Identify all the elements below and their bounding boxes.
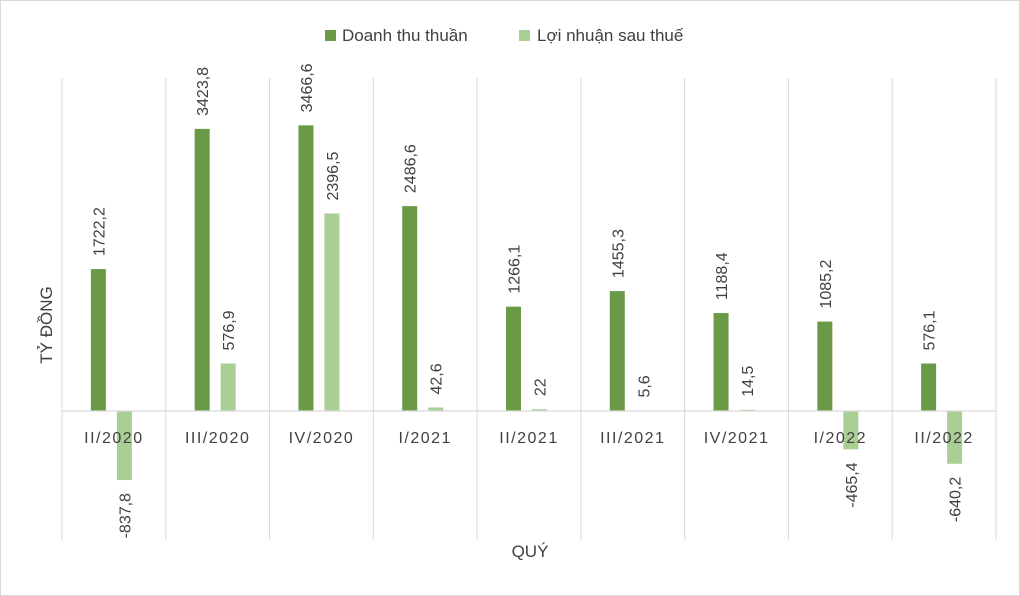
- data-label-profit: -465,4: [844, 462, 861, 507]
- bar-revenue: [298, 125, 314, 411]
- data-label-revenue: 1266,1: [507, 245, 524, 294]
- bar-revenue: [609, 291, 625, 411]
- data-label-revenue: 576,1: [922, 310, 939, 350]
- bar-profit: [532, 409, 547, 411]
- data-label-revenue: 3466,6: [299, 63, 316, 112]
- legend-swatch-profit: [519, 30, 530, 41]
- category-tick-label: II/2021: [499, 430, 558, 447]
- category-gridlines: [61, 78, 997, 540]
- category-tick-label: I/2021: [398, 430, 451, 447]
- data-label-revenue: 1722,2: [91, 207, 108, 256]
- bar-revenue: [194, 128, 210, 411]
- category-tick-label: I/2022: [814, 430, 867, 447]
- data-label-profit: 2396,5: [325, 151, 342, 200]
- data-label-revenue: 1188,4: [714, 252, 731, 300]
- data-label-revenue: 1455,3: [610, 229, 627, 278]
- bar-profit: [947, 411, 963, 464]
- bar-profit: [324, 213, 340, 411]
- bar-revenue: [402, 206, 418, 411]
- bar-revenue: [713, 313, 729, 411]
- x-axis-title: QUÝ: [512, 542, 549, 561]
- y-axis-title: TỶ ĐỒNG: [37, 286, 56, 363]
- data-label-profit: 5,6: [636, 375, 653, 397]
- bar-revenue: [921, 363, 937, 411]
- legend-label-profit: Lợi nhuận sau thuế: [537, 26, 684, 45]
- bar-revenue: [90, 269, 106, 411]
- category-tick-label: II/2020: [84, 430, 143, 447]
- data-label-profit: -837,8: [117, 493, 134, 538]
- legend: Doanh thu thuần Lợi nhuận sau thuế: [325, 26, 684, 45]
- data-label-revenue: 2486,6: [403, 144, 420, 193]
- bar-revenue: [817, 321, 833, 411]
- category-tick-label: III/2020: [185, 430, 250, 447]
- bar-profit: [843, 411, 859, 450]
- category-tick-label: IV/2020: [289, 430, 355, 447]
- data-label-revenue: 1085,2: [818, 260, 835, 309]
- data-label-profit: -640,2: [948, 477, 965, 522]
- data-label-profit: 14,5: [740, 366, 757, 397]
- bar-profit: [220, 363, 236, 411]
- data-label-profit: 22: [533, 378, 550, 396]
- bar-profit: [116, 411, 132, 481]
- data-label-revenue: 3423,8: [195, 67, 212, 116]
- data-label-profit: 576,9: [221, 310, 238, 350]
- legend-label-revenue: Doanh thu thuần: [342, 26, 468, 45]
- legend-swatch-revenue: [325, 30, 336, 41]
- bars: [90, 125, 963, 481]
- category-tick-label: IV/2021: [704, 430, 770, 447]
- category-tick-labels: II/2020 III/2020 IV/2020 I/2021 II/2021 III/2…: [84, 430, 973, 447]
- bar-revenue: [506, 306, 521, 411]
- category-tick-label: II/2022: [914, 430, 973, 447]
- data-label-profit: 42,6: [429, 363, 446, 394]
- bar-profit: [428, 407, 444, 411]
- data-labels: 1722,2 -837,8 3423,8 576,9 3466,6 2396,5 2486,…: [91, 63, 964, 538]
- category-tick-label: III/2021: [600, 430, 665, 447]
